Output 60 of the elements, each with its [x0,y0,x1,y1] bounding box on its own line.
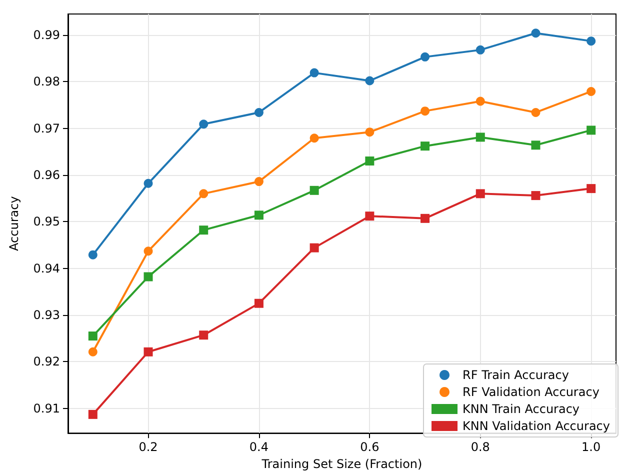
point [476,45,485,54]
point [531,28,540,38]
point [476,96,485,106]
point [310,134,319,143]
legend-label: RF Train Accuracy [462,368,569,382]
point [420,214,430,223]
x-tick-label: 1.0 [582,440,601,454]
y-axis-title: Accuracy [7,196,21,251]
y-tick-label: 0.91 [33,401,60,416]
point [420,52,430,62]
y-tick-label: 0.99 [33,28,60,42]
point [310,68,319,78]
point [531,140,540,150]
y-tick-label: 0.92 [33,354,60,369]
point [420,142,430,151]
point [199,226,208,235]
y-tick-label: 0.96 [33,168,60,182]
point [88,410,98,419]
x-tick-label: 0.6 [360,440,380,454]
point [144,246,153,256]
point [531,191,540,200]
x-axis-title: Training Set Size (Fraction) [260,457,422,471]
y-tick-label: 0.95 [33,214,60,229]
point [365,76,374,86]
point [365,156,374,166]
point [365,128,374,137]
point [586,86,596,96]
point [88,347,98,356]
point [310,186,319,195]
point [199,120,208,129]
point [420,106,430,116]
point [531,108,540,117]
legend-label: KNN Train Accuracy [462,402,580,416]
point [365,212,374,221]
point [586,36,596,46]
point [254,108,264,117]
point [254,298,264,308]
point [476,132,485,142]
point [199,330,208,340]
point [476,189,485,198]
x-tick-label: 0.4 [249,440,269,454]
y-tick-label: 0.93 [33,308,60,322]
y-tick-label: 0.98 [33,74,60,89]
point [144,272,153,282]
y-tick-label: 0.97 [33,121,60,136]
point [88,250,98,260]
point [586,126,596,135]
point [310,243,319,252]
legend-label: RF Validation Accuracy [462,385,600,399]
point [88,332,98,341]
point [586,184,596,194]
x-tick-label: 0.8 [470,440,490,454]
point [199,189,208,198]
point [144,347,153,356]
point [144,178,153,188]
y-tick-label: 0.94 [33,261,60,276]
legend-label: KNN Validation Accuracy [462,419,610,433]
x-tick-label: 0.2 [138,440,158,454]
point [254,177,264,186]
point [254,210,264,220]
